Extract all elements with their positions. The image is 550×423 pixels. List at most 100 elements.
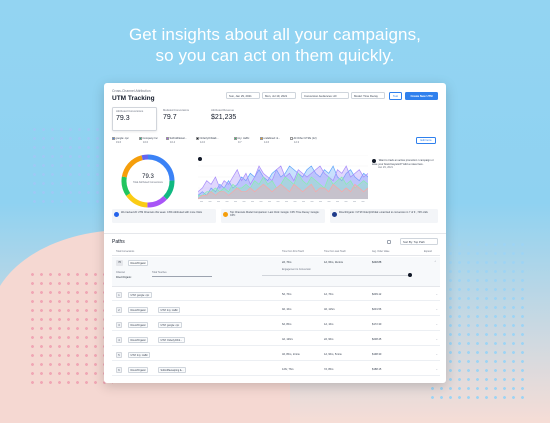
- avg-order-value: $198.30: [372, 353, 382, 356]
- table-row[interactable]: 2 Direct/Organic UTM: tiny: traffic 9d, 1hr…: [112, 304, 440, 316]
- row-index: 4: [116, 337, 122, 343]
- channel-value: 12.3: [294, 141, 300, 144]
- avg-order-value: $201.56: [372, 308, 382, 311]
- annotation-note: Want to track an active promotion / camp…: [372, 159, 436, 169]
- date-end-picker[interactable]: Mon, Jul 19, 2021: [262, 92, 296, 99]
- table-row[interactable]: 6 Direct/Organic SoftrollNewspring &... 12h…: [112, 364, 440, 376]
- x-tick: [361, 201, 365, 202]
- row-index: 1: [116, 292, 122, 298]
- channel-value: 9.7: [238, 141, 242, 144]
- x-tick: [319, 201, 322, 202]
- chart-x-axis: [200, 201, 365, 202]
- model-select[interactable]: Model: Time Decay: [351, 92, 385, 99]
- x-tick: [225, 201, 229, 202]
- conversion-marker-icon: [408, 273, 412, 277]
- col-total-conversions: Total Conversions: [116, 251, 135, 253]
- stat-value: $21,235: [211, 114, 237, 121]
- insight-text: We tracked 20 UTM Channels this week. 0.…: [121, 211, 203, 214]
- annotation-text: Want to track an active promotion / camp…: [372, 159, 434, 166]
- avg-order-value: $239.12: [372, 293, 382, 296]
- time-first: 4d, 12hrs: [282, 338, 293, 341]
- table-row[interactable]: 1 UTM: google: cpc 5d, 7hrs 1d, 7hrs $239.12…: [112, 289, 440, 301]
- x-tick: [353, 201, 356, 202]
- stat-attributed-conversions[interactable]: Attributed Conversions 79.3: [112, 107, 157, 131]
- avg-order-value: $172.30: [372, 323, 382, 326]
- channel-item[interactable]: Company Inc 10.0: [139, 137, 158, 144]
- channel-item[interactable]: undefined: &... 14.6: [260, 137, 280, 144]
- path-tag: Direct/Organic: [128, 307, 149, 313]
- section-label: Cross-Channel Attribution: [112, 89, 151, 93]
- test-button[interactable]: Test: [389, 92, 402, 100]
- sort-value: Sort By: Top Path: [403, 240, 425, 244]
- sub-channel-value: Direct/Organic: [116, 276, 132, 279]
- divider: [104, 233, 446, 234]
- donut-center: 79.3 Total Attributed Conversions: [118, 174, 178, 184]
- edit-items-button[interactable]: Edit Items: [416, 137, 436, 144]
- stat-value: 79.7: [163, 114, 177, 121]
- chevron-down-icon[interactable]: ⌄: [435, 292, 438, 296]
- channel-value: 10.4: [170, 141, 176, 144]
- donut-segment: [147, 154, 175, 181]
- sub-touches-label: Total Touches: [152, 271, 167, 274]
- time-last: 1d, 7hrs: [324, 293, 334, 296]
- x-tick: [217, 201, 220, 202]
- insight-card-3[interactable]: DirectOrganic / UTM OrderlyOrbital: emai…: [330, 209, 438, 223]
- create-utm-button[interactable]: Create New UTM: [405, 92, 438, 100]
- audience-select[interactable]: Conversion Audiences: All: [301, 92, 349, 99]
- x-tick: [200, 201, 203, 202]
- insight-card-2[interactable]: Top Channels Model Comparison: Last Clic…: [221, 209, 325, 223]
- chart-grid: [198, 155, 368, 200]
- path-count: 76: [116, 260, 123, 266]
- channel-name: google: cpc: [115, 137, 129, 140]
- col-aov: Avg. Order Value: [372, 251, 390, 253]
- x-tick: [259, 201, 263, 202]
- time-last: 2d, 9hrs: [324, 338, 334, 341]
- date-start-picker[interactable]: Sun, Jan 29, 2021: [226, 92, 260, 99]
- channel-item[interactable]: OrderlyOrbitalt... 12.0: [196, 137, 219, 144]
- audience-value: Conversion Audiences: All: [304, 94, 337, 98]
- stat-modeled-conversions[interactable]: Modeled Conversions 79.7: [160, 107, 205, 131]
- path-tag: Direct/Organic: [128, 260, 149, 266]
- x-tick: [310, 201, 314, 202]
- channel-item[interactable]: google: cpc 19.6: [112, 137, 129, 144]
- checkbox-icon[interactable]: [290, 137, 293, 140]
- chart-series: [198, 165, 368, 200]
- checkbox-icon[interactable]: [196, 137, 199, 140]
- checkbox-icon[interactable]: [112, 137, 115, 140]
- row-index: 5: [116, 352, 122, 358]
- x-tick: [302, 201, 305, 202]
- sort-select[interactable]: Sort By: Top Path: [400, 238, 438, 245]
- path-tag: UTM: google: cpc: [158, 322, 182, 328]
- chevron-down-icon[interactable]: ⌄: [435, 367, 438, 371]
- chevron-down-icon[interactable]: ⌄: [435, 337, 438, 341]
- chevron-down-icon[interactable]: ⌄: [435, 352, 438, 356]
- expanded-path-row[interactable]: 76 Direct/Organic 2d, 7hrs 1d, 6hrs, 11m…: [112, 257, 440, 287]
- table-row[interactable]: 3 Direct/Organic UTM: google: cpc 6d, 8hrs 1…: [112, 319, 440, 331]
- checkbox-icon[interactable]: [139, 137, 142, 140]
- donut-value: 79.3: [142, 174, 154, 180]
- paths-table-header: Total Conversions Time from First Touch …: [112, 250, 440, 256]
- col-time-first: Time from First Touch: [282, 251, 305, 253]
- checkbox-icon[interactable]: [234, 137, 237, 140]
- table-row[interactable]: 5 UTM: tiny: traffic 3d, 8hrs, 2mins 1d, 9h…: [112, 349, 440, 361]
- checkbox-icon[interactable]: [260, 137, 263, 140]
- grid-view-icon[interactable]: [387, 240, 391, 244]
- path-tag: UTM: tiny: traffic: [128, 352, 151, 358]
- paths-title: Paths: [112, 239, 125, 245]
- chevron-down-icon[interactable]: ⌄: [435, 322, 438, 326]
- channel-item[interactable]: tiny: traffic 9.7: [234, 137, 249, 144]
- channel-name: SoftrollNewsl...: [169, 137, 187, 140]
- stat-attributed-revenue[interactable]: Attributed Revenue $21,235: [208, 107, 253, 131]
- insight-text: DirectOrganic / UTM OrderlyOrbital: emai…: [339, 211, 428, 214]
- stat-value: 79.3: [116, 115, 130, 122]
- table-row[interactable]: 4 Direct/Organic UTM: OrderlyOrbit... 4d, 1…: [112, 334, 440, 346]
- chevron-down-icon[interactable]: ⌄: [435, 307, 438, 311]
- channel-item[interactable]: All Other UTMs (12) 12.3: [290, 137, 317, 144]
- donut-segment: [163, 180, 175, 200]
- chevron-up-icon[interactable]: ⌃: [434, 260, 437, 264]
- annotation-marker-icon[interactable]: [198, 157, 202, 161]
- avg-order-value: $238.45: [372, 338, 382, 341]
- checkbox-icon[interactable]: [166, 137, 169, 140]
- insight-card-1[interactable]: We tracked 20 UTM Channels this week. 0.…: [112, 209, 216, 223]
- channel-item[interactable]: SoftrollNewsl... 10.4: [166, 137, 187, 144]
